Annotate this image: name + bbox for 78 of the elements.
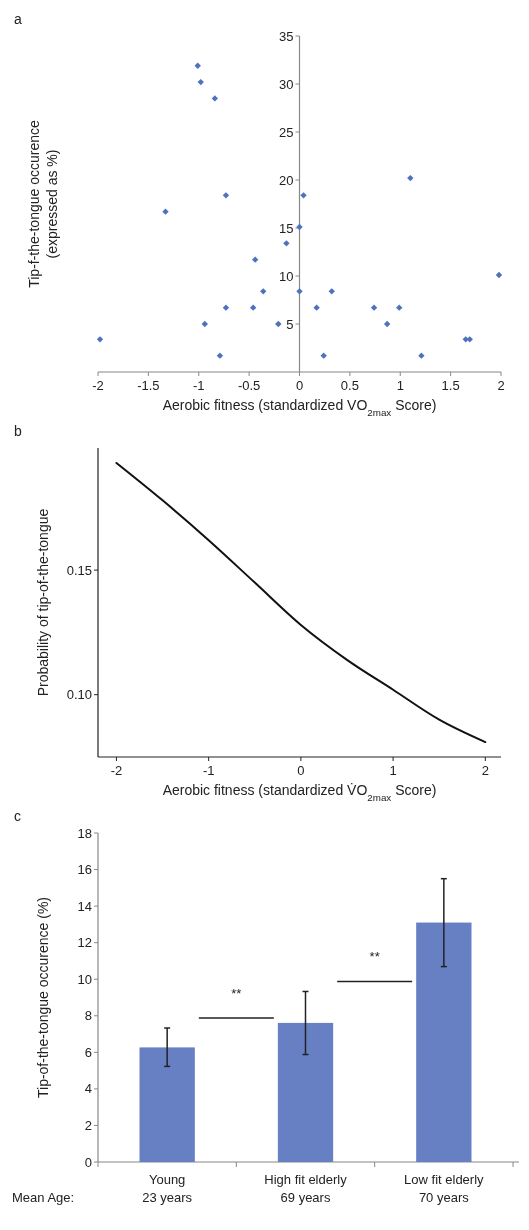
x-axis-title: Aerobic fitness (standardized VO$_{2max}$ Score)	[162, 397, 437, 418]
point	[407, 174, 414, 182]
x-tick-label: -1.5	[137, 378, 160, 393]
point	[296, 288, 303, 295]
point	[300, 192, 307, 199]
chart-title: c	[14, 808, 21, 824]
point	[260, 288, 267, 295]
y-tick-label: 5	[286, 316, 294, 332]
y-tick-label: 8	[84, 1008, 92, 1024]
point	[201, 320, 208, 328]
point	[194, 62, 201, 69]
y-tick-label: 4	[84, 1081, 92, 1097]
x-tick-label: -1	[202, 763, 215, 778]
y-axis-title: Tip-f-the-tongue occurence (expressed as %)	[26, 120, 60, 288]
point	[216, 352, 224, 359]
x-tick-label: Low fit elderly 70 years	[404, 1172, 485, 1205]
point	[283, 240, 290, 247]
point	[328, 288, 335, 295]
annotation: **	[231, 986, 242, 1002]
x-tick-label: Young 23 years	[142, 1172, 193, 1205]
x-tick-label: 0	[295, 378, 304, 393]
point	[197, 78, 204, 86]
y-tick-label: 30	[279, 76, 294, 92]
point	[320, 352, 327, 359]
point	[396, 304, 403, 311]
point	[251, 256, 259, 263]
y-tick-label: 18	[77, 825, 92, 841]
y-tick-label: 0	[84, 1154, 92, 1170]
y-axis-title: Probability of tip-of-the-tongue	[35, 508, 51, 697]
x-tick-label: 1	[389, 763, 397, 778]
point	[495, 271, 503, 279]
point	[383, 320, 391, 328]
line-series	[115, 461, 487, 744]
point	[370, 304, 378, 311]
chart-title: b	[14, 423, 22, 439]
point	[296, 223, 303, 231]
x-tick-label: -1	[192, 378, 205, 393]
x-tick-label: -0.5	[237, 378, 261, 393]
point	[222, 192, 230, 199]
point	[96, 336, 104, 343]
y-tick-label: 10	[77, 971, 92, 987]
y-tick-label: 16	[77, 862, 92, 878]
y-tick-label: 12	[77, 935, 92, 951]
x-tick-label: 0.5	[340, 378, 359, 393]
y-tick-label: 6	[84, 1044, 92, 1060]
y-axis-title: Tip-of-the-tongue occurence (%)	[35, 896, 51, 1099]
point	[466, 336, 473, 343]
bar	[416, 922, 472, 1162]
x-tick-label: 1	[396, 378, 404, 393]
y-tick-label: 2	[84, 1117, 92, 1133]
text: Mean Age:	[12, 1190, 75, 1205]
annotation: **	[369, 949, 380, 965]
point	[211, 95, 219, 102]
point	[418, 352, 425, 359]
x-tick-label: -2	[110, 763, 123, 778]
x-tick-label: -2	[92, 378, 104, 393]
point	[275, 320, 282, 328]
y-tick-label: 15	[279, 220, 294, 236]
y-tick-label: 25	[279, 124, 294, 140]
x-axis-title: Aerobic fitness (standardized V̇O$_{2max}$ Score)	[162, 781, 437, 803]
y-tick-label: 10	[279, 268, 294, 284]
x-tick-label: 0	[297, 763, 305, 778]
bar	[139, 1047, 195, 1162]
x-tick-label: High fit elderly 69 years	[264, 1172, 348, 1205]
x-tick-label: 2	[481, 763, 489, 778]
point	[162, 208, 169, 215]
point	[249, 304, 257, 311]
point	[313, 304, 320, 311]
bar	[277, 1022, 334, 1162]
y-tick-label: 0.15	[66, 562, 92, 578]
y-tick-label: 14	[77, 898, 92, 914]
y-tick-label: 0.10	[66, 687, 92, 703]
chart-title: a	[14, 11, 22, 27]
x-tick-label: 2	[497, 378, 505, 393]
x-tick-label: 1.5	[441, 378, 460, 393]
y-tick-label: 20	[279, 172, 294, 188]
point	[222, 304, 230, 311]
y-tick-label: 35	[279, 28, 294, 44]
